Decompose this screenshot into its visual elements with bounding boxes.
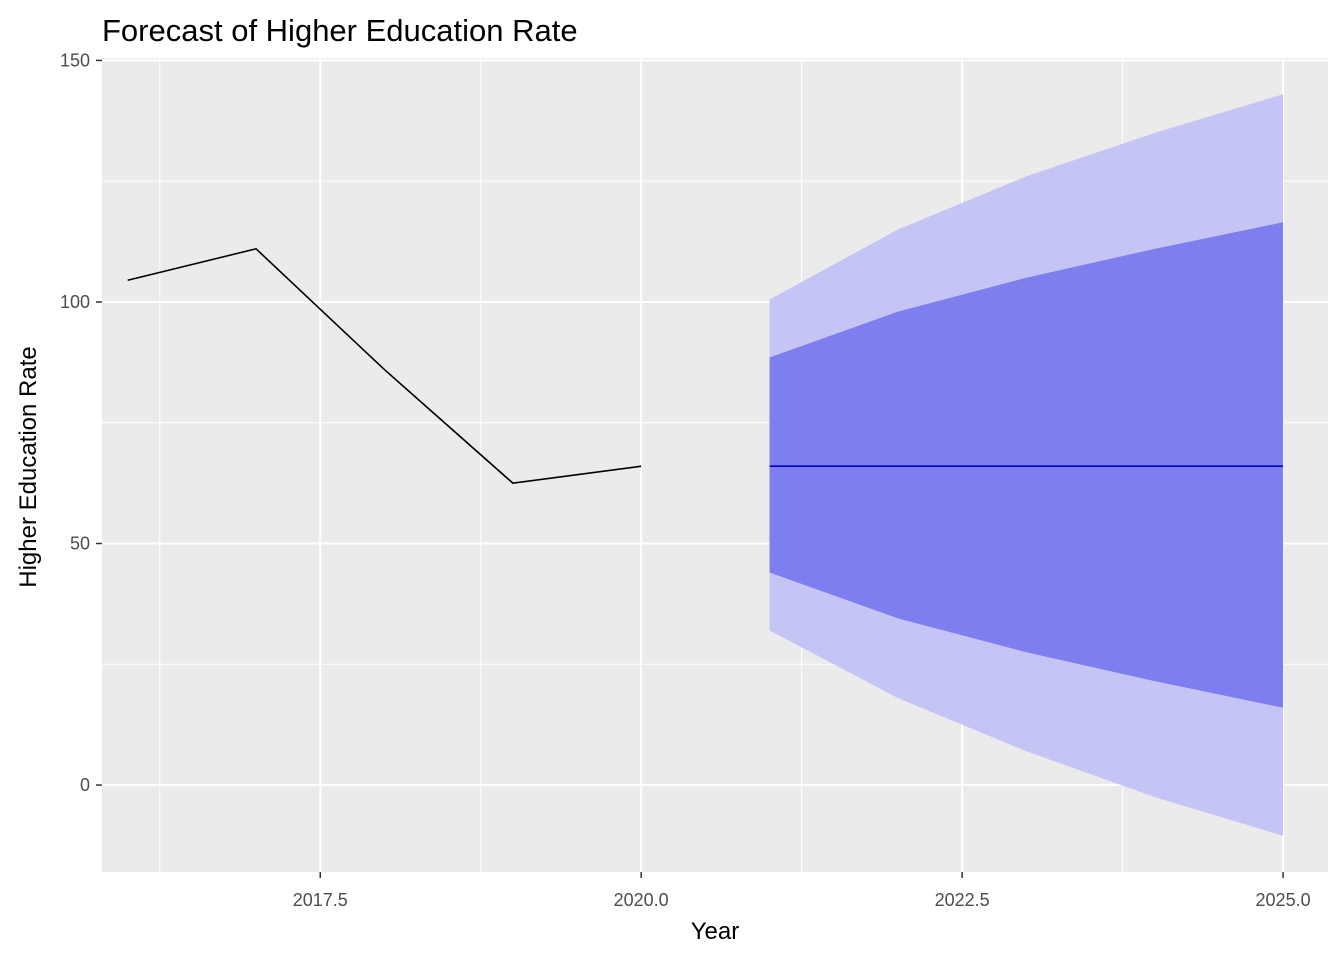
y-tick-label: 150: [60, 50, 90, 70]
x-tick-label: 2022.5: [935, 890, 990, 910]
series-lines: [127, 247, 1284, 484]
y-tick-label: 50: [70, 534, 90, 554]
x-tick-label: 2025.0: [1256, 890, 1311, 910]
history-series-line: [127, 247, 642, 484]
axes: 2017.5 2020.0 2022.5 2025.0 0 50 100 150: [60, 50, 1311, 910]
chart-title: Forecast of Higher Education Rate: [102, 13, 578, 48]
y-tick-label: 0: [80, 775, 90, 795]
x-tick-label: 2020.0: [614, 890, 669, 910]
y-axis-title: Higher Education Rate: [15, 346, 42, 587]
y-tick-label: 100: [60, 292, 90, 312]
band-80-interval: [769, 222, 1284, 708]
x-tick-label: 2017.5: [293, 890, 348, 910]
prediction-intervals: [769, 94, 1284, 836]
x-axis-title: Year: [691, 918, 740, 945]
